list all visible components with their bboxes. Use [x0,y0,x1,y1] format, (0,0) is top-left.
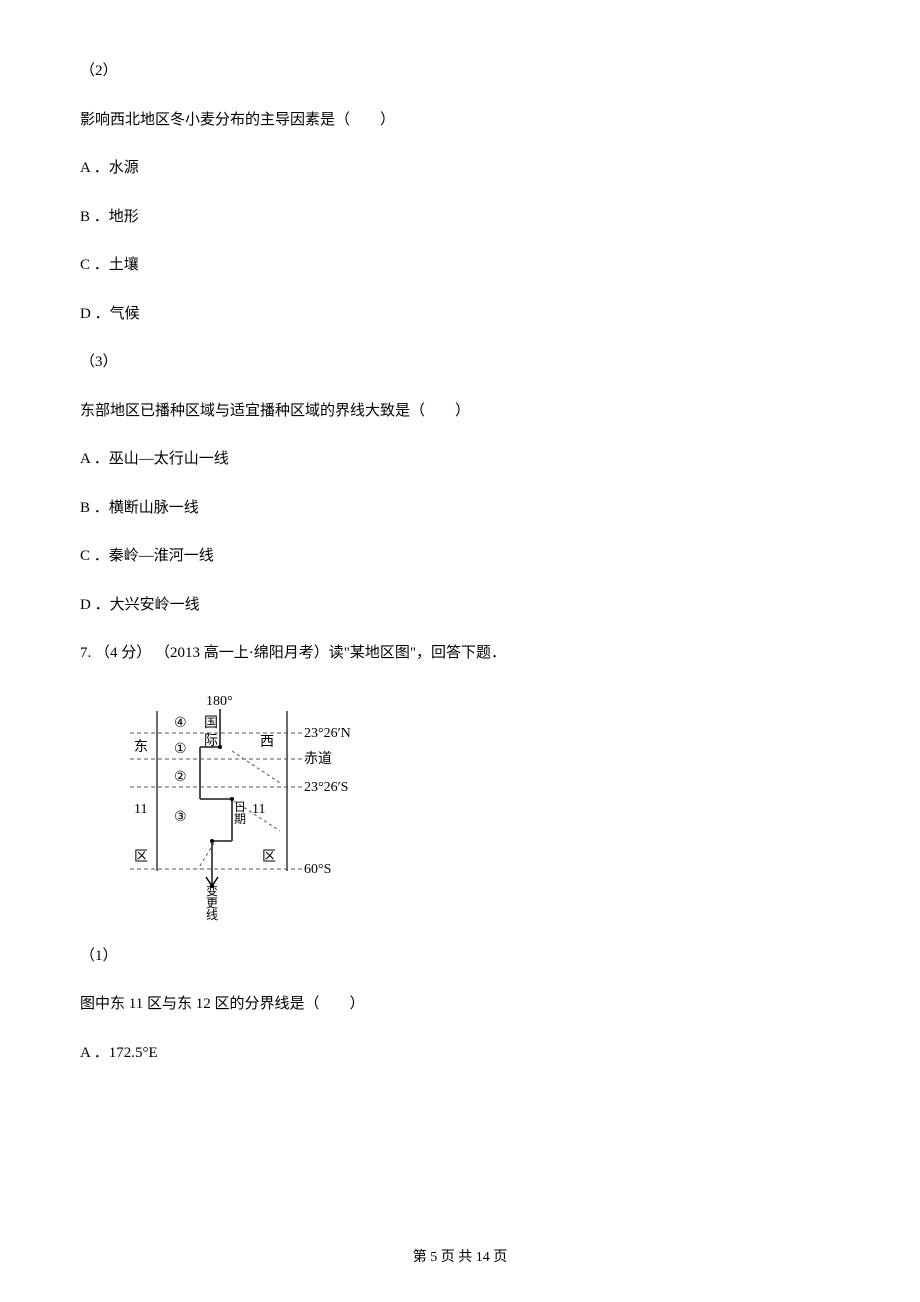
diagram-cell-3: ③ [174,810,187,825]
q6-part2-number: （2） [80,60,840,83]
q6-part2-option-c: C ．土壤 [80,254,840,277]
q7-part1-option-a: A ．172.5°E [80,1042,840,1065]
q6-part3-option-d: D ．大兴安岭一线 [80,594,840,617]
diagram-center-guo: 国 [204,716,218,731]
q6-part3-number: （3） [80,351,840,374]
diagram-cell-1: ① [174,742,187,757]
diagram-right-xi: 西 [260,735,274,750]
diagram-cell-4: ④ [174,716,187,731]
diagram-left-11: 11 [134,802,147,817]
page-footer: 第 5 页 共 14 页 [0,1247,920,1268]
q7-header: 7. （4 分） （2013 高一上·绵阳月考）读"某地区图"，回答下题． [80,642,840,665]
q7-part1-text: 图中东 11 区与东 12 区的分界线是（ ） [80,993,840,1016]
diagram-lat-2326n: 23°26′N [304,726,351,741]
diagram-label-180: 180° [206,694,233,709]
diagram-lat-2326s: 23°26′S [304,780,348,795]
q6-part2-option-b: B ．地形 [80,206,840,229]
diagram-left-qu: 区 [134,849,148,865]
q6-part3-option-b: B ．横断山脉一线 [80,497,840,520]
q7-diagram: 180° ④ ① ② ③ 国 际 日 期 东 11 区 西 11 区 23°26… [102,691,840,921]
q6-part2-option-a: A ．水源 [80,157,840,180]
diagram-right-qu: 区 [262,849,276,865]
diagram-center-ji: 际 [204,733,218,749]
q6-part3-text: 东部地区已播种区域与适宜播种区域的界线大致是（ ） [80,400,840,423]
diagram-cell-2: ② [174,770,187,785]
q6-part2-option-d: D ．气候 [80,303,840,326]
diagram-lat-60s: 60°S [304,862,331,877]
diagram-lat-equator: 赤道 [304,751,332,767]
q6-part2-text: 影响西北地区冬小麦分布的主导因素是（ ） [80,109,840,132]
diagram-right-11: 11 [252,802,265,817]
q7-part1-number: （1） [80,945,840,968]
diagram-left-dong: 东 [134,739,148,755]
q6-part3-option-c: C ．秦岭—淮河一线 [80,545,840,568]
q6-part3-option-a: A ．巫山—太行山一线 [80,448,840,471]
diagram-bottom-xian: 线 [206,908,218,921]
diagram-center-qi: 期 [234,812,246,826]
